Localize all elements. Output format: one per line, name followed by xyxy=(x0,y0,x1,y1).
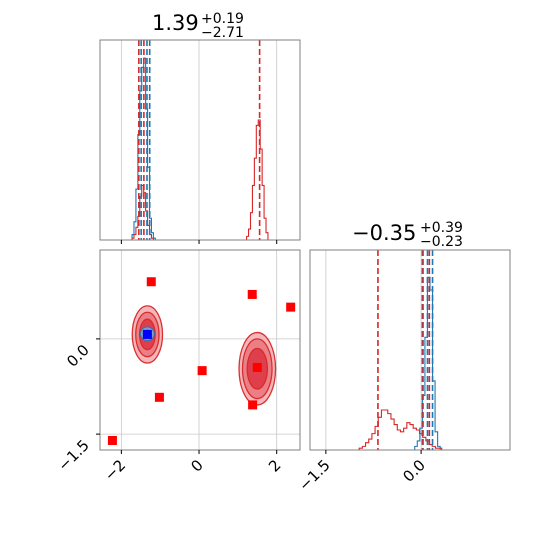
x-tick-label-param0-2: 2 xyxy=(265,456,284,475)
hist1-red-series xyxy=(356,409,449,451)
scatter-point-red-3 xyxy=(197,366,207,376)
hist1-frame xyxy=(309,249,511,451)
hist0-frame xyxy=(99,39,301,241)
title-param1: −0.35 +0.39 −0.23 xyxy=(352,220,463,250)
title-param1-upper: +0.39 xyxy=(420,220,463,236)
scatter-point-red-7 xyxy=(107,435,117,445)
scatter-panel-2d xyxy=(96,249,301,454)
scatter-point-red-0 xyxy=(146,277,156,287)
title-param0: 1.39 +0.19 −2.71 xyxy=(152,11,244,41)
y-tick-labels-param1: −1.5 0.0 xyxy=(54,341,92,475)
x-tick-label-param0-1: 0 xyxy=(187,456,206,475)
title-param0-lower: −2.71 xyxy=(201,25,244,41)
x-tick-label-param0-0: −2 xyxy=(101,456,129,484)
title-param1-value: −0.35 xyxy=(352,221,416,245)
scatter-point-red-5 xyxy=(154,392,164,402)
y-tick-label-param1-0: −1.5 xyxy=(54,436,92,474)
y-tick-label-param1-1: 0.0 xyxy=(63,341,93,371)
x-tick-labels-param0: −2 0 2 xyxy=(101,456,285,484)
x-tick-label-param1-1: 0.0 xyxy=(399,456,429,486)
scatter-point-red-2 xyxy=(286,302,296,312)
title-param0-value: 1.39 xyxy=(152,11,199,35)
title-param1-lower: −0.23 xyxy=(420,234,463,250)
scatter-point-red-1 xyxy=(247,289,257,299)
scatter-point-red-6 xyxy=(248,400,258,410)
scatter-point-blue xyxy=(142,329,152,339)
histogram-panel-param0 xyxy=(99,39,301,244)
scatter-frame xyxy=(99,249,301,451)
x-tick-labels-param1: −1.5 0.0 xyxy=(295,456,429,494)
histogram-panel-param1 xyxy=(309,249,511,454)
x-tick-label-param1-0: −1.5 xyxy=(295,456,333,494)
title-param0-upper: +0.19 xyxy=(201,11,244,27)
scatter-point-red-4 xyxy=(252,362,262,372)
